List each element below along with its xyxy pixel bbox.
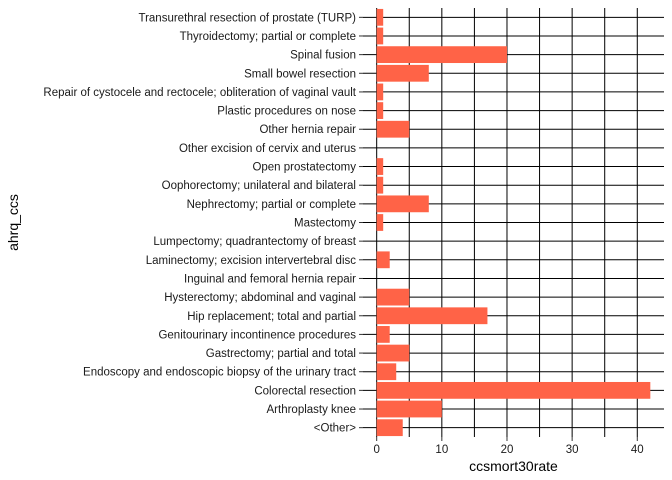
x-tick-label: 10 [435, 444, 448, 456]
x-tick-label: 20 [501, 444, 514, 456]
category-labels: Transurethral resection of prostate (TUR… [43, 12, 363, 435]
bar [376, 400, 442, 418]
bar [376, 102, 384, 119]
bar [376, 251, 390, 269]
category-label: Hysterectomy; abdominal and vaginal [164, 292, 356, 304]
bar [376, 381, 651, 399]
bar [376, 344, 410, 362]
x-axis-title: ccsmort30rate [469, 458, 558, 474]
category-label: Oophorectomy; unilateral and bilateral [162, 180, 356, 192]
bar [376, 120, 410, 138]
bar [376, 419, 403, 437]
category-label: Laminectomy; excision intervertebral dis… [146, 255, 357, 267]
bar [376, 363, 397, 381]
category-label: Small bowel resection [244, 68, 356, 80]
x-tick-label: 40 [631, 444, 644, 456]
bar [376, 214, 384, 231]
category-label: Repair of cystocele and rectocele; oblit… [43, 87, 356, 99]
bar [376, 64, 429, 82]
category-label: Open prostatectomy [252, 162, 356, 174]
bar [376, 46, 507, 64]
category-label: Genitourinary incontinence procedures [158, 329, 356, 341]
category-label: Other excision of cervix and uterus [179, 143, 356, 155]
bar [376, 195, 429, 213]
category-label: Plastic procedures on nose [217, 106, 356, 118]
category-label: Other hernia repair [259, 124, 356, 136]
category-label: <Other> [314, 423, 356, 435]
category-label: Mastectomy [294, 218, 356, 230]
bar [376, 83, 384, 101]
x-tick-labels: 0 10 20 30 40 [373, 437, 644, 456]
category-label: Lumpectomy; quadrantectomy of breast [153, 236, 356, 248]
bar [376, 27, 384, 45]
y-axis-title: ahrq_ccs [5, 194, 21, 251]
bar [376, 326, 390, 343]
category-label: Colorectal resection [254, 385, 356, 397]
x-tick-label: 30 [566, 444, 579, 456]
bar [376, 8, 384, 26]
x-tick-label: 0 [373, 444, 379, 456]
bar [376, 176, 384, 194]
category-label: Hip replacement; total and partial [187, 311, 356, 323]
bars [376, 8, 651, 437]
category-label: Endoscopy and endoscopic biopsy of the u… [83, 367, 357, 379]
bar [376, 158, 384, 175]
category-label: Gastrectomy; partial and total [206, 348, 356, 360]
bar [376, 307, 488, 325]
category-label: Spinal fusion [290, 50, 356, 62]
category-label: Thyroidectomy; partial or complete [180, 31, 356, 43]
category-label: Transurethral resection of prostate (TUR… [138, 12, 356, 24]
bar [376, 288, 410, 306]
category-label: Nephrectomy; partial or complete [187, 199, 356, 211]
category-label: Inguinal and femoral hernia repair [184, 273, 356, 285]
category-label: Arthroplasty knee [267, 404, 357, 416]
